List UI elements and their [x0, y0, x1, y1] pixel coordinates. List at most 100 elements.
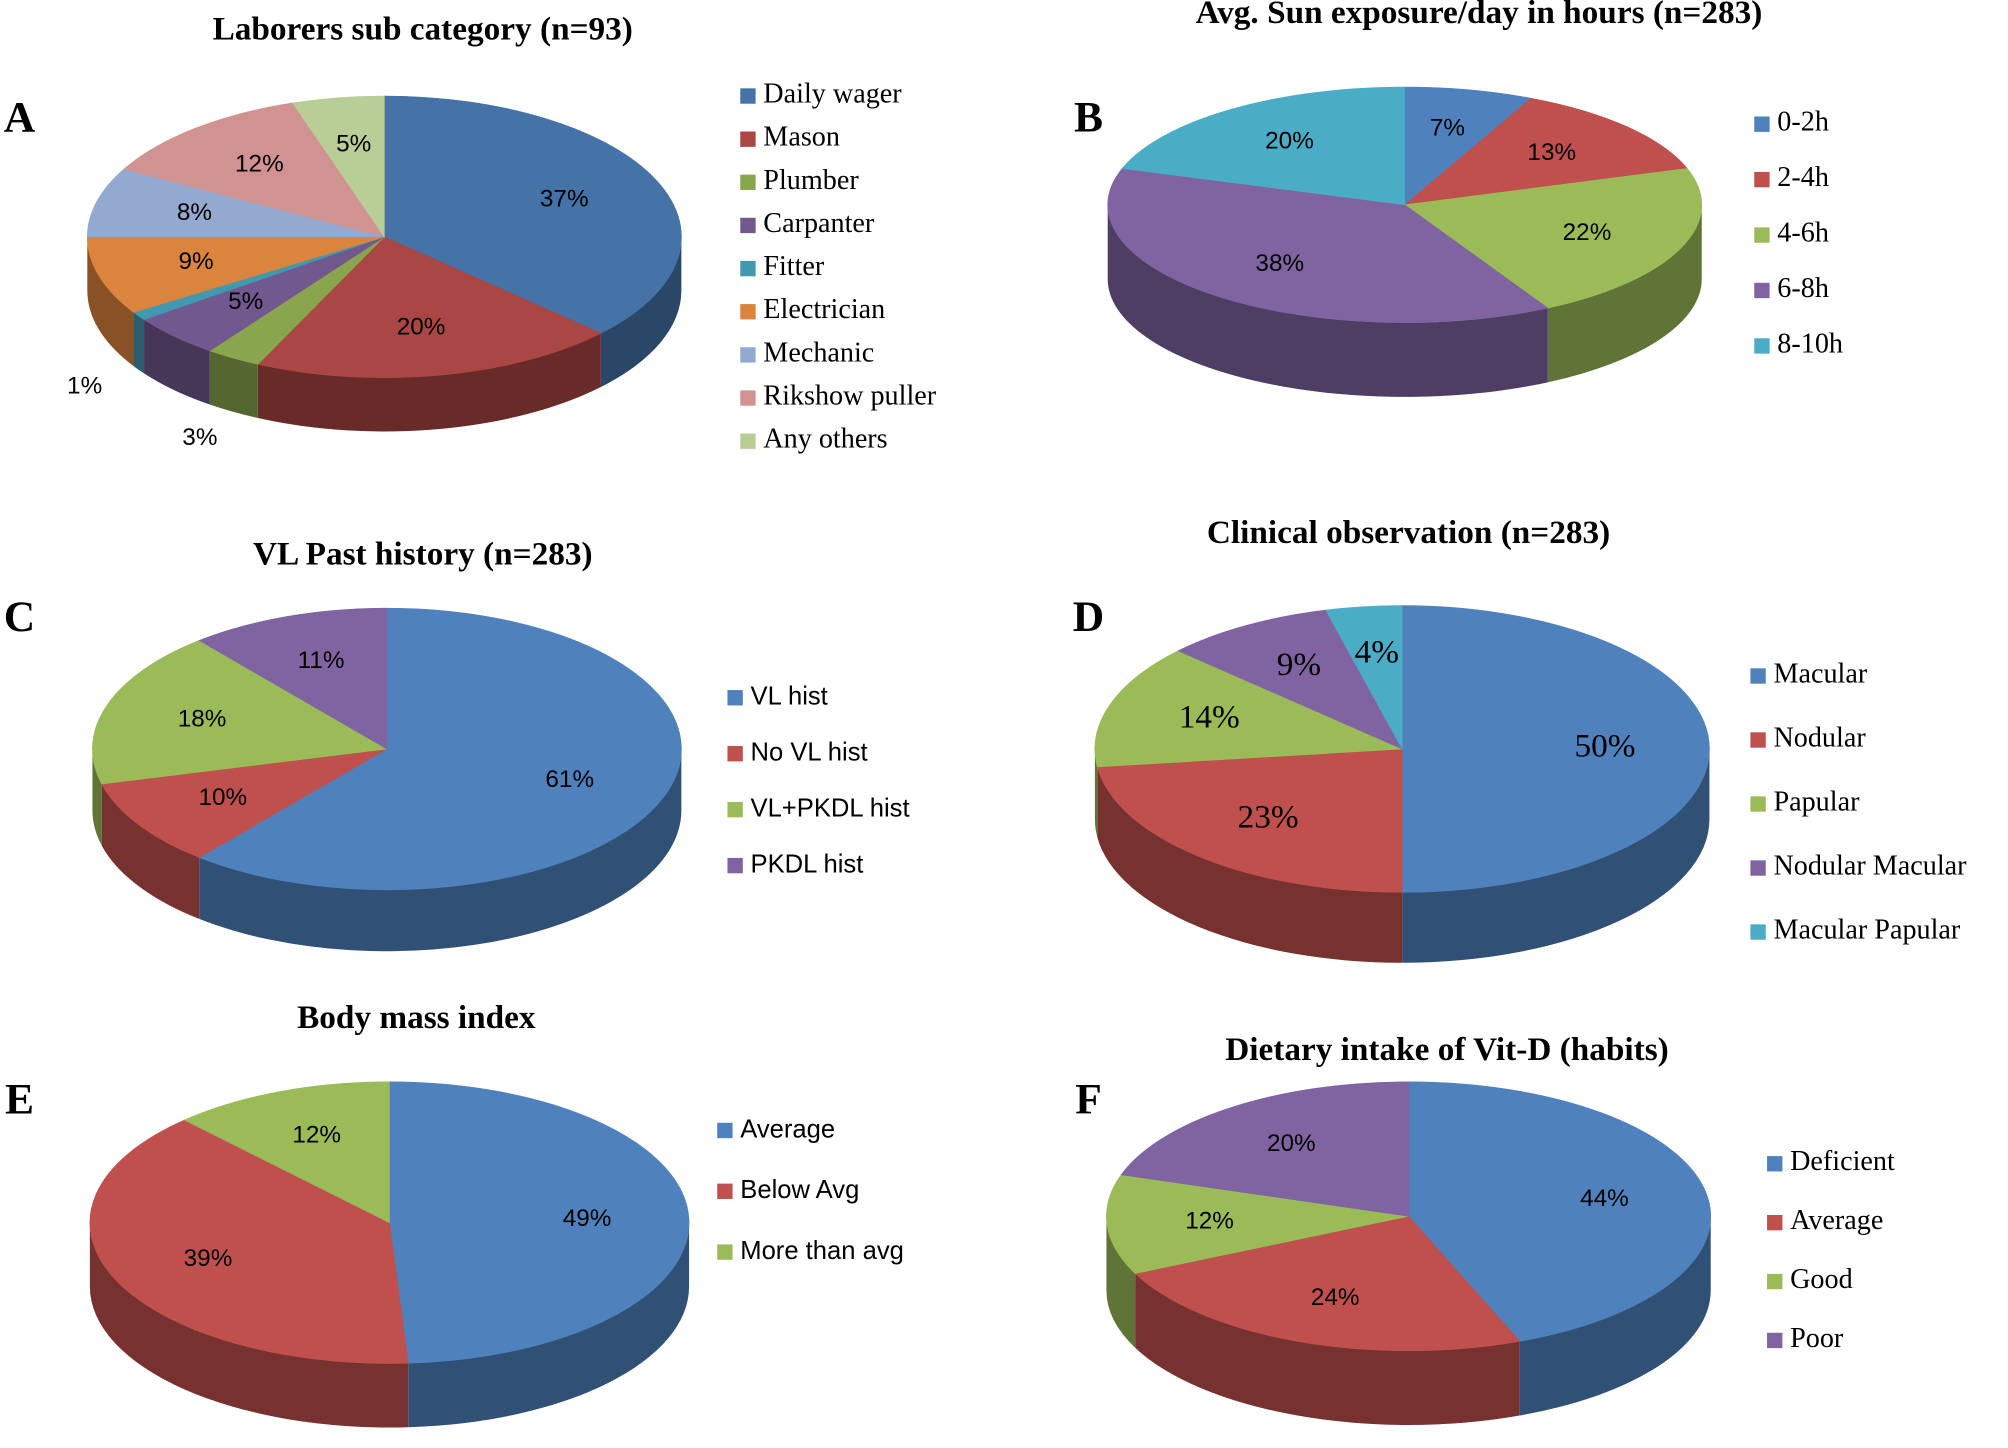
pie-tops [1107, 86, 1703, 323]
slice [1325, 605, 1403, 750]
pie-sides [92, 748, 682, 952]
legend-swatch [1767, 1273, 1783, 1290]
slice-side [1135, 1273, 1520, 1425]
legend-swatch [727, 801, 743, 818]
slice [183, 1081, 390, 1224]
panel-letter: E [5, 1076, 34, 1124]
legend-swatch [717, 1122, 733, 1139]
legend-label: 6-8h [1777, 273, 1829, 304]
legend-swatch [1750, 860, 1766, 876]
legend-label: PKDL hist [751, 850, 864, 878]
legend-label: Any others [763, 424, 887, 455]
legend-swatch [1754, 171, 1770, 188]
slice [1121, 86, 1406, 206]
legend-label: Good [1790, 1264, 1853, 1295]
slice-side [92, 748, 102, 846]
slice [389, 1081, 690, 1364]
legend-swatch [1767, 1332, 1783, 1349]
chart-title: Body mass index [297, 999, 536, 1036]
legend-swatch [717, 1183, 733, 1199]
pie [92, 607, 682, 952]
legend-label: Carpanter [763, 208, 875, 239]
data-label: 5% [228, 288, 263, 315]
data-label: 61% [545, 766, 594, 793]
pie-tops [86, 95, 682, 379]
legend-swatch [740, 131, 756, 147]
legend-label: Daily wager [763, 78, 902, 109]
data-label: 49% [563, 1205, 612, 1232]
legend-label: Electrician [763, 294, 885, 325]
slice-side [1106, 1216, 1136, 1348]
legend-label: More than avg [740, 1237, 904, 1265]
slice [1094, 650, 1403, 768]
data-label: 20% [397, 314, 446, 341]
data-label: 18% [178, 706, 227, 733]
slice [1403, 168, 1703, 309]
data-label: 23% [1238, 799, 1299, 836]
legend-swatch [1750, 668, 1766, 684]
slice [1106, 1174, 1409, 1274]
legend-label: VL hist [751, 683, 828, 711]
legend-label: Nodular Macular [1773, 851, 1967, 882]
pie-sides [1094, 748, 1710, 963]
legend-label: VL+PKDL hist [751, 794, 910, 822]
panel-letter: C [4, 593, 35, 641]
legend-swatch [740, 390, 756, 406]
legend-swatch [740, 260, 756, 277]
slice-side [1094, 748, 1098, 838]
legend-swatch [740, 88, 756, 104]
data-label: 4% [1355, 634, 1399, 671]
slice [1107, 168, 1549, 323]
pie [89, 1081, 690, 1428]
pie-sides [1106, 1216, 1711, 1425]
data-label: 12% [292, 1122, 341, 1149]
data-label: 11% [298, 647, 345, 674]
chart-title: Avg. Sun exposure/day in hours (n=283) [1196, 0, 1763, 31]
legend-label: Plumber [763, 165, 859, 196]
legend-label: Nodular [1773, 722, 1866, 753]
slice [86, 168, 385, 238]
legend-label: Average [740, 1115, 835, 1143]
legend-swatch [1750, 796, 1766, 812]
data-label: 8% [177, 199, 212, 226]
pie [86, 95, 682, 432]
slice [1401, 605, 1710, 893]
legend-label: Poor [1790, 1323, 1844, 1354]
slice [257, 236, 602, 379]
legend-swatch [1754, 116, 1770, 132]
slice-side [1519, 1216, 1711, 1416]
slice [123, 102, 386, 238]
slice-side [199, 748, 682, 952]
slice [1408, 1081, 1712, 1342]
pie [1094, 605, 1710, 963]
pie-tops [1106, 1081, 1712, 1352]
data-label: 10% [198, 784, 247, 811]
data-label: 12% [235, 151, 284, 178]
data-label: 24% [1311, 1284, 1360, 1311]
chart-title: Laborers sub category (n=93) [213, 11, 633, 48]
data-label: 44% [1580, 1185, 1629, 1212]
pie-sides [1107, 204, 1702, 397]
panel-letter: A [4, 94, 36, 142]
data-label: 7% [1430, 114, 1465, 141]
slice [198, 607, 388, 750]
slice [292, 95, 385, 238]
legend-label: Papular [1773, 786, 1860, 817]
slice-side [1097, 766, 1403, 963]
legend-swatch [1767, 1156, 1783, 1172]
legend-swatch [1750, 924, 1766, 940]
pie [1106, 1081, 1712, 1425]
legend-swatch [1754, 338, 1770, 354]
legend-label: Below Avg [740, 1176, 859, 1204]
pie [1107, 86, 1703, 397]
pie-tops [92, 607, 682, 891]
slice-side [1547, 204, 1702, 383]
data-label: 39% [184, 1245, 233, 1272]
slice [1177, 609, 1403, 750]
legend-swatch [740, 217, 756, 234]
pie-sides [87, 236, 682, 432]
legend-label: Rikshow puller [763, 381, 936, 412]
legend-label: 2-4h [1777, 162, 1829, 193]
slice-side [1402, 748, 1710, 963]
